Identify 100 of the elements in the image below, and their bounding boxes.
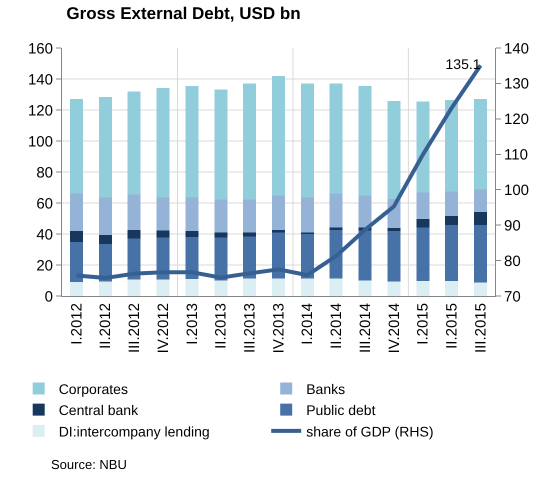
y2-tick-label: 70 (504, 288, 521, 306)
bar (128, 230, 141, 238)
legend-label: Public debt (306, 402, 376, 418)
legend-label: Banks (306, 380, 346, 397)
y-tick-label: 140 (28, 71, 53, 88)
bar (272, 278, 285, 296)
bar (128, 194, 141, 230)
bar (214, 89, 228, 200)
y-tick-label: 120 (28, 102, 53, 120)
x-tick-label: III.2015 (472, 303, 490, 354)
bar (185, 86, 198, 198)
bar (214, 237, 228, 280)
y2-tick-label: 130 (504, 76, 530, 93)
bar (474, 282, 488, 296)
y2-tick-label: 140 (504, 40, 530, 58)
source-note: Source: NBU (51, 457, 127, 472)
bar (387, 282, 400, 296)
data-label: 135.1 (446, 56, 481, 72)
y-tick-label: 60 (36, 195, 53, 212)
chart-title: Gross External Debt, USD bn (66, 4, 301, 24)
y2-tick-label: 90 (504, 217, 521, 234)
y-tick-label: 160 (28, 40, 53, 58)
bar (445, 192, 458, 216)
x-tick-label: II.2014 (328, 303, 346, 349)
bar (156, 230, 170, 238)
bar (474, 99, 488, 190)
bar (214, 200, 228, 233)
bar (330, 227, 343, 230)
bar (358, 86, 372, 196)
x-tick-label: IV.2012 (154, 303, 172, 354)
bar (156, 88, 170, 198)
bar (243, 200, 256, 233)
bar (387, 228, 400, 232)
bar (416, 101, 430, 193)
x-tick-label: II.2015 (444, 303, 461, 349)
legend-label: Central bank (58, 402, 140, 418)
bar (387, 101, 400, 199)
bar (445, 216, 458, 226)
bar (98, 234, 112, 244)
x-tick-label: I.2013 (184, 303, 201, 345)
bar (272, 196, 285, 230)
y-tick-label: 0 (44, 288, 53, 306)
bar (358, 230, 372, 281)
bar (330, 84, 343, 194)
y2-tick-label: 100 (504, 182, 530, 199)
bar (98, 281, 112, 296)
x-tick-label: II.2013 (212, 303, 230, 349)
bar (330, 278, 343, 296)
bar (98, 198, 112, 235)
bar (445, 280, 458, 296)
bar (416, 228, 430, 281)
bar (70, 194, 83, 231)
bar (416, 218, 430, 228)
bar (243, 278, 256, 296)
bar (70, 230, 83, 242)
bar (358, 280, 372, 296)
bar (474, 225, 488, 282)
bar (474, 190, 488, 212)
bar (300, 278, 314, 296)
bar (243, 236, 256, 279)
bar (330, 194, 343, 228)
bar (387, 231, 400, 282)
bar (300, 84, 314, 198)
bar (272, 232, 285, 279)
bar (185, 278, 198, 296)
y-tick-label: 100 (28, 133, 53, 150)
y2-tick-label: 120 (504, 111, 530, 128)
x-tick-label: IV.2014 (386, 303, 403, 354)
bar (98, 96, 112, 198)
legend-label: Corporates (58, 380, 128, 397)
bar (243, 232, 256, 237)
bar (243, 84, 256, 200)
legend-label: DI:intercompany lending (58, 423, 210, 440)
bar (70, 242, 83, 282)
legend-label: share of GDP (RHS) (306, 423, 434, 440)
bar (185, 231, 198, 237)
bar (185, 197, 198, 232)
bar (416, 192, 430, 219)
y2-tick-label: 80 (504, 252, 521, 270)
bar (214, 232, 228, 238)
bar (70, 99, 83, 194)
x-tick-label: I.2015 (414, 303, 432, 345)
x-tick-label: I.2014 (299, 303, 316, 345)
x-tick-label: IV.2013 (270, 303, 288, 354)
bar (272, 230, 285, 232)
x-tick-label: II.2012 (97, 303, 114, 349)
y-tick-label: 40 (36, 226, 53, 244)
bar (214, 280, 228, 296)
x-tick-label: III.2014 (356, 303, 374, 354)
bar (474, 212, 488, 226)
bar (128, 92, 141, 195)
bar (272, 76, 285, 196)
y2-tick-label: 110 (504, 146, 528, 164)
bar (156, 280, 170, 296)
bar (416, 280, 430, 296)
x-tick-label: III.2013 (242, 303, 259, 354)
bar (445, 100, 458, 192)
y-tick-label: 80 (36, 164, 53, 182)
bar (300, 197, 314, 232)
bar (156, 197, 170, 231)
